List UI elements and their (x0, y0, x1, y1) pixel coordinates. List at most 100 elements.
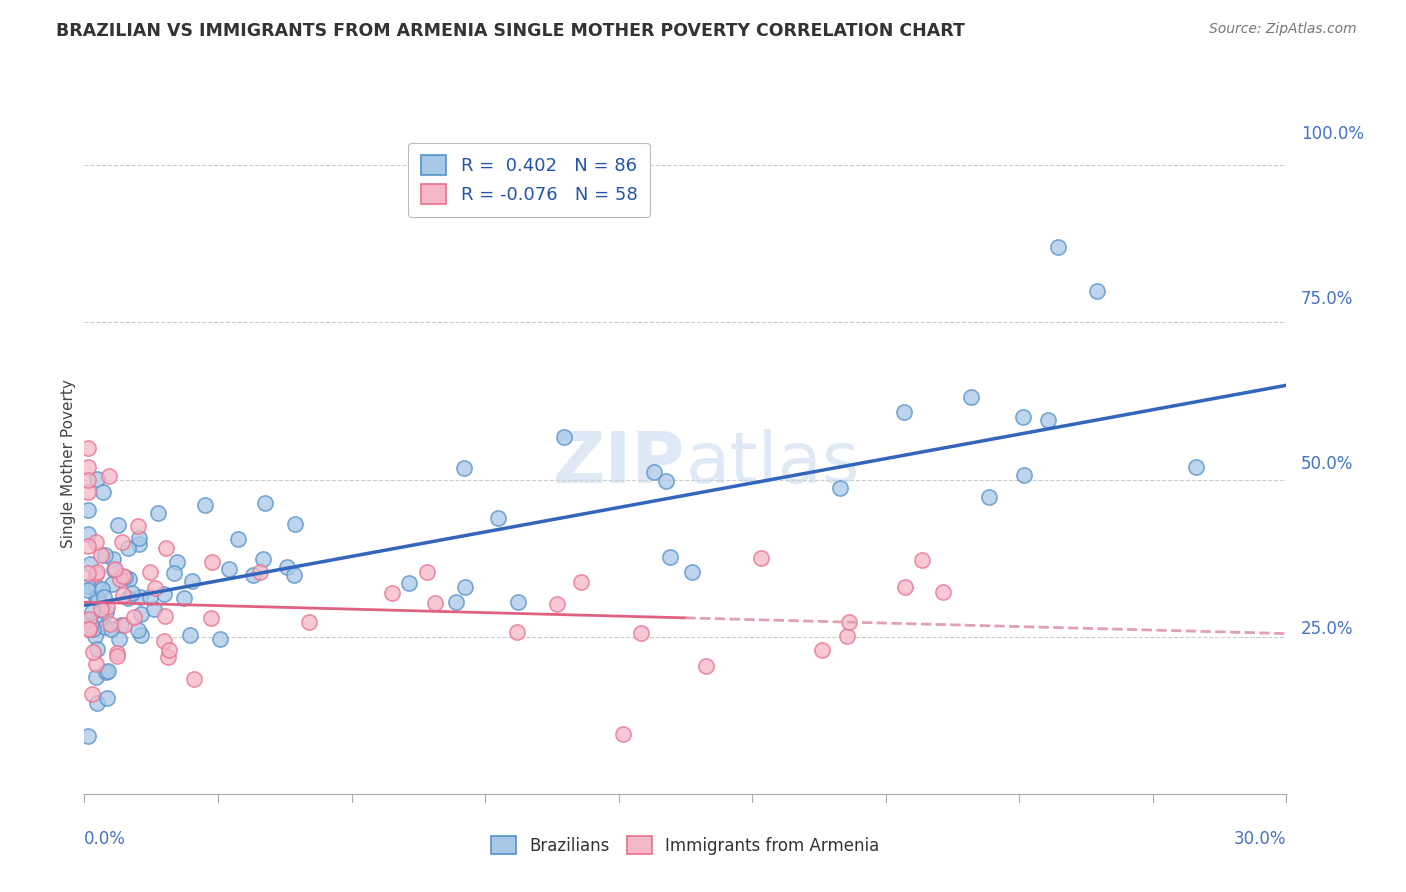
Point (103, 563, 125, 577)
Point (129, 628, 152, 642)
Point (77, 527, 100, 541)
Point (127, 624, 149, 638)
Point (77, 622, 100, 636)
Point (93, 590, 115, 604)
Point (155, 541, 177, 555)
Point (82, 605, 104, 619)
Point (546, 597, 568, 611)
Point (122, 610, 145, 624)
Y-axis label: Single Mother Poverty: Single Mother Poverty (60, 379, 76, 549)
Point (695, 658, 717, 673)
Point (93, 484, 115, 499)
Point (226, 532, 249, 546)
Point (398, 576, 420, 591)
Point (96, 665, 118, 680)
Point (129, 607, 152, 622)
Point (254, 496, 277, 510)
Point (105, 646, 128, 660)
Point (453, 461, 475, 475)
Point (960, 390, 983, 404)
Point (82, 645, 104, 659)
Point (108, 572, 131, 586)
Point (284, 517, 307, 532)
Point (1012, 467, 1035, 482)
Point (142, 602, 165, 616)
Point (242, 568, 264, 582)
Text: 0.0%: 0.0% (84, 830, 127, 848)
Point (569, 574, 592, 589)
Point (91, 582, 114, 596)
Point (101, 552, 124, 566)
Point (79, 618, 101, 632)
Point (77, 622, 100, 636)
Point (1036, 413, 1059, 427)
Text: 100.0%: 100.0% (1301, 125, 1364, 143)
Point (77, 441, 100, 455)
Point (128, 590, 150, 604)
Legend: Brazilians, Immigrants from Armenia: Brazilians, Immigrants from Armenia (485, 830, 886, 862)
Point (208, 632, 231, 646)
Point (90, 548, 112, 562)
Point (932, 585, 955, 599)
Point (979, 490, 1001, 504)
Point (1185, 460, 1208, 475)
Point (643, 465, 665, 479)
Point (298, 615, 321, 629)
Point (86, 696, 108, 710)
Point (139, 565, 162, 579)
Point (612, 727, 634, 741)
Point (94, 549, 117, 563)
Point (77, 539, 100, 553)
Text: 30.0%: 30.0% (1234, 830, 1286, 848)
Point (163, 566, 186, 581)
Point (148, 506, 170, 520)
Point (173, 591, 195, 606)
Text: 75.0%: 75.0% (1301, 290, 1354, 308)
Point (486, 511, 509, 525)
Point (453, 580, 475, 594)
Text: 25.0%: 25.0% (1301, 620, 1354, 638)
Point (157, 643, 180, 657)
Point (97, 665, 120, 679)
Point (157, 650, 180, 665)
Point (83, 629, 105, 643)
Point (86, 472, 108, 486)
Point (108, 632, 131, 646)
Point (506, 595, 529, 609)
Point (86, 641, 108, 656)
Point (749, 551, 772, 566)
Point (77, 612, 100, 626)
Point (835, 629, 858, 643)
Point (83, 578, 105, 592)
Point (117, 591, 139, 606)
Point (828, 482, 851, 496)
Point (416, 565, 439, 579)
Point (100, 622, 122, 636)
Point (381, 586, 404, 600)
Point (86, 535, 108, 549)
Point (911, 553, 934, 567)
Point (90, 601, 112, 615)
Point (112, 569, 135, 583)
Point (118, 572, 141, 586)
Point (77, 614, 100, 628)
Point (506, 624, 529, 639)
Point (128, 531, 150, 545)
Point (423, 596, 446, 610)
Point (84, 657, 107, 671)
Point (114, 618, 136, 632)
Point (128, 537, 150, 551)
Point (77, 729, 100, 743)
Point (117, 541, 139, 556)
Point (138, 590, 160, 604)
Point (77, 460, 100, 475)
Point (77, 566, 100, 581)
Point (654, 474, 676, 488)
Point (194, 498, 217, 512)
Point (283, 568, 305, 582)
Point (97, 469, 120, 483)
Point (276, 560, 298, 574)
Point (152, 633, 174, 648)
Text: atlas: atlas (686, 429, 860, 499)
Point (105, 648, 128, 663)
